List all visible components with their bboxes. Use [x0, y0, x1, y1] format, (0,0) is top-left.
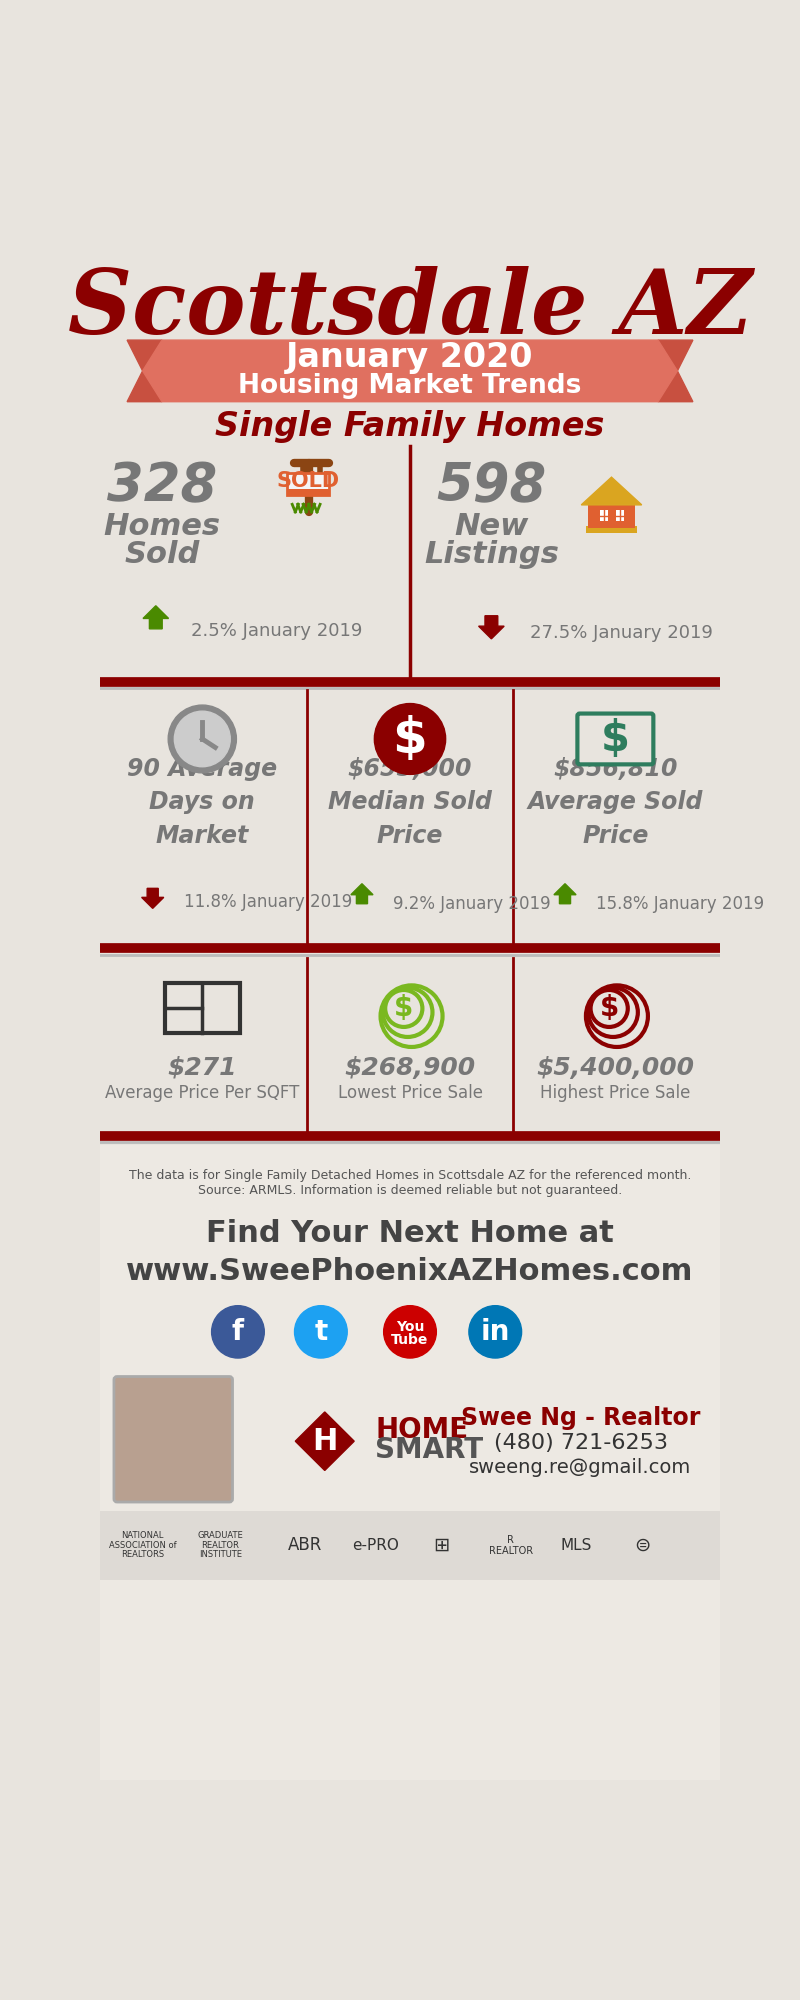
FancyBboxPatch shape [286, 474, 330, 496]
Text: Highest Price Sale: Highest Price Sale [540, 1084, 690, 1102]
Text: R
REALTOR: R REALTOR [489, 1534, 533, 1556]
Text: www.SweePhoenixAZHomes.com: www.SweePhoenixAZHomes.com [126, 1258, 694, 1286]
FancyArrow shape [478, 616, 504, 638]
Text: GRADUATE
REALTOR
INSTITUTE: GRADUATE REALTOR INSTITUTE [198, 1530, 243, 1560]
Text: Sold: Sold [124, 540, 200, 568]
Text: 27.5% January 2019: 27.5% January 2019 [530, 624, 713, 642]
Text: $: $ [601, 718, 630, 760]
FancyBboxPatch shape [286, 490, 330, 496]
Text: t: t [314, 1318, 327, 1346]
Text: Swee Ng - Realtor: Swee Ng - Realtor [461, 1406, 700, 1430]
Text: You: You [396, 1320, 424, 1334]
Text: $655,000
Median Sold
Price: $655,000 Median Sold Price [328, 756, 492, 848]
Text: $: $ [599, 994, 619, 1022]
Text: Homes: Homes [103, 512, 221, 540]
Text: H: H [312, 1426, 338, 1456]
Text: sweeng.re@gmail.com: sweeng.re@gmail.com [470, 1458, 692, 1476]
Text: January 2020: January 2020 [286, 340, 534, 374]
Text: Lowest Price Sale: Lowest Price Sale [338, 1084, 482, 1102]
Text: ABR: ABR [288, 1536, 322, 1554]
FancyBboxPatch shape [586, 526, 637, 532]
Text: f: f [232, 1318, 244, 1346]
Text: 90 Average
Days on
Market: 90 Average Days on Market [127, 756, 278, 848]
Text: $: $ [393, 714, 427, 762]
FancyBboxPatch shape [588, 504, 634, 528]
Text: $856,810
Average Sold
Price: $856,810 Average Sold Price [528, 756, 703, 848]
Text: (480) 721-6253: (480) 721-6253 [494, 1432, 667, 1452]
FancyArrow shape [351, 884, 373, 904]
Text: SMART: SMART [375, 1436, 483, 1464]
Circle shape [384, 1306, 436, 1358]
Text: 2.5% January 2019: 2.5% January 2019 [191, 622, 363, 640]
Circle shape [469, 1306, 522, 1358]
Text: e-PRO: e-PRO [352, 1538, 398, 1552]
FancyBboxPatch shape [165, 984, 239, 1034]
Text: Housing Market Trends: Housing Market Trends [238, 374, 582, 400]
Text: Single Family Homes: Single Family Homes [215, 410, 605, 442]
Text: SOLD: SOLD [276, 472, 339, 492]
Text: $271: $271 [167, 1056, 237, 1080]
Text: $: $ [394, 994, 414, 1022]
Text: Listings: Listings [424, 540, 559, 568]
Text: 15.8% January 2019: 15.8% January 2019 [596, 894, 764, 912]
Text: Source: ARMLS. Information is deemed reliable but not guaranteed.: Source: ARMLS. Information is deemed rel… [198, 1184, 622, 1198]
Text: MLS: MLS [561, 1538, 592, 1552]
Polygon shape [127, 340, 162, 402]
FancyArrow shape [142, 888, 164, 908]
FancyBboxPatch shape [578, 714, 654, 764]
Text: Scottsdale AZ: Scottsdale AZ [68, 266, 752, 352]
Text: 598: 598 [436, 460, 546, 512]
Circle shape [174, 712, 230, 766]
FancyArrow shape [143, 606, 169, 628]
Text: The data is for Single Family Detached Homes in Scottsdale AZ for the referenced: The data is for Single Family Detached H… [129, 1170, 691, 1182]
Polygon shape [582, 478, 642, 504]
Text: 9.2% January 2019: 9.2% January 2019 [393, 894, 550, 912]
Polygon shape [658, 340, 693, 402]
Circle shape [294, 1306, 347, 1358]
Polygon shape [142, 340, 678, 402]
Text: Average Price Per SQFT: Average Price Per SQFT [105, 1084, 299, 1102]
FancyBboxPatch shape [114, 1376, 233, 1502]
Text: ⊞: ⊞ [433, 1536, 449, 1554]
FancyArrow shape [554, 884, 576, 904]
Text: ⊜: ⊜ [634, 1536, 650, 1554]
Text: $268,900: $268,900 [345, 1056, 475, 1080]
Polygon shape [295, 1412, 354, 1470]
Text: 11.8% January 2019: 11.8% January 2019 [184, 894, 352, 912]
Text: NATIONAL
ASSOCIATION of
REALTORS: NATIONAL ASSOCIATION of REALTORS [109, 1530, 177, 1560]
Text: New: New [454, 512, 529, 540]
FancyBboxPatch shape [100, 1510, 720, 1580]
Text: Find Your Next Home at: Find Your Next Home at [206, 1218, 614, 1248]
Text: $5,400,000: $5,400,000 [536, 1056, 694, 1080]
Text: HOME: HOME [375, 1416, 468, 1444]
Text: in: in [481, 1318, 510, 1346]
Circle shape [211, 1306, 264, 1358]
FancyBboxPatch shape [616, 510, 624, 520]
FancyBboxPatch shape [600, 510, 608, 520]
FancyBboxPatch shape [100, 1144, 720, 1780]
Text: Tube: Tube [391, 1332, 429, 1346]
Circle shape [374, 704, 446, 774]
Circle shape [168, 706, 237, 772]
Text: 328: 328 [107, 460, 217, 512]
